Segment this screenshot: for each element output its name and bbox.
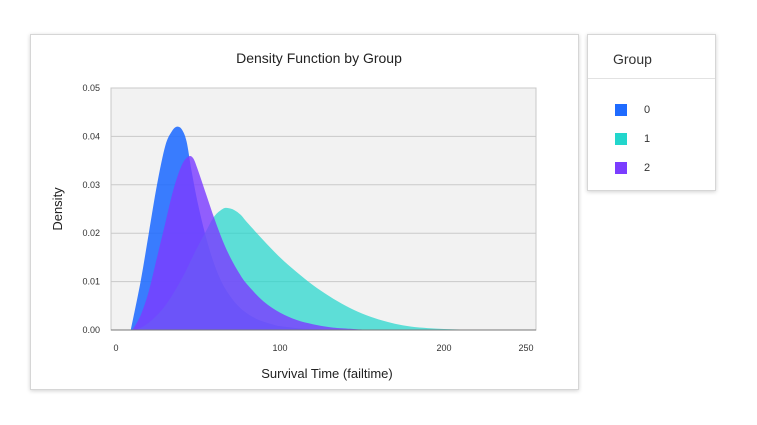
legend-divider	[588, 78, 715, 79]
legend-item-0[interactable]: 0	[615, 95, 650, 124]
legend-swatch	[615, 132, 627, 145]
legend-item-1[interactable]: 1	[615, 124, 650, 153]
legend-label: 1	[644, 132, 651, 145]
y-tick-label: 0.05	[82, 83, 100, 93]
x-tick-label: 250	[518, 343, 533, 353]
density-chart: Density Function by Group 0.000.010.020.…	[50, 50, 537, 381]
y-tick-label: 0.01	[82, 277, 100, 287]
y-axis-label: Density	[50, 187, 65, 231]
series-area-2	[132, 156, 371, 330]
legend-label: 2	[644, 161, 651, 174]
y-tick-label: 0.04	[82, 131, 100, 141]
legend-panel: Group 0 1 2	[587, 34, 716, 191]
y-tick-label: 0.02	[82, 228, 100, 238]
x-tick-label: 100	[272, 343, 287, 353]
legend-swatch	[615, 161, 627, 174]
legend-swatch	[615, 103, 627, 116]
chart-title: Density Function by Group	[236, 50, 402, 66]
legend-items: 0 1 2	[615, 95, 650, 182]
y-tick-labels: 0.00 0.01 0.02 0.03 0.04 0.05	[82, 83, 100, 335]
x-tick-labels: 0 100 200 250	[113, 343, 533, 353]
x-tick-label: 200	[436, 343, 451, 353]
legend-label: 0	[644, 103, 651, 116]
series-areas	[130, 126, 481, 330]
x-axis-label: Survival Time (failtime)	[261, 366, 392, 381]
y-tick-label: 0.03	[82, 180, 100, 190]
x-tick-label: 0	[113, 343, 118, 353]
legend-title: Group	[613, 51, 652, 67]
legend-item-2[interactable]: 2	[615, 153, 650, 182]
y-tick-label: 0.00	[82, 325, 100, 335]
chart-panel: Density Function by Group 0.00 0.01 0.02 0.…	[30, 34, 579, 390]
